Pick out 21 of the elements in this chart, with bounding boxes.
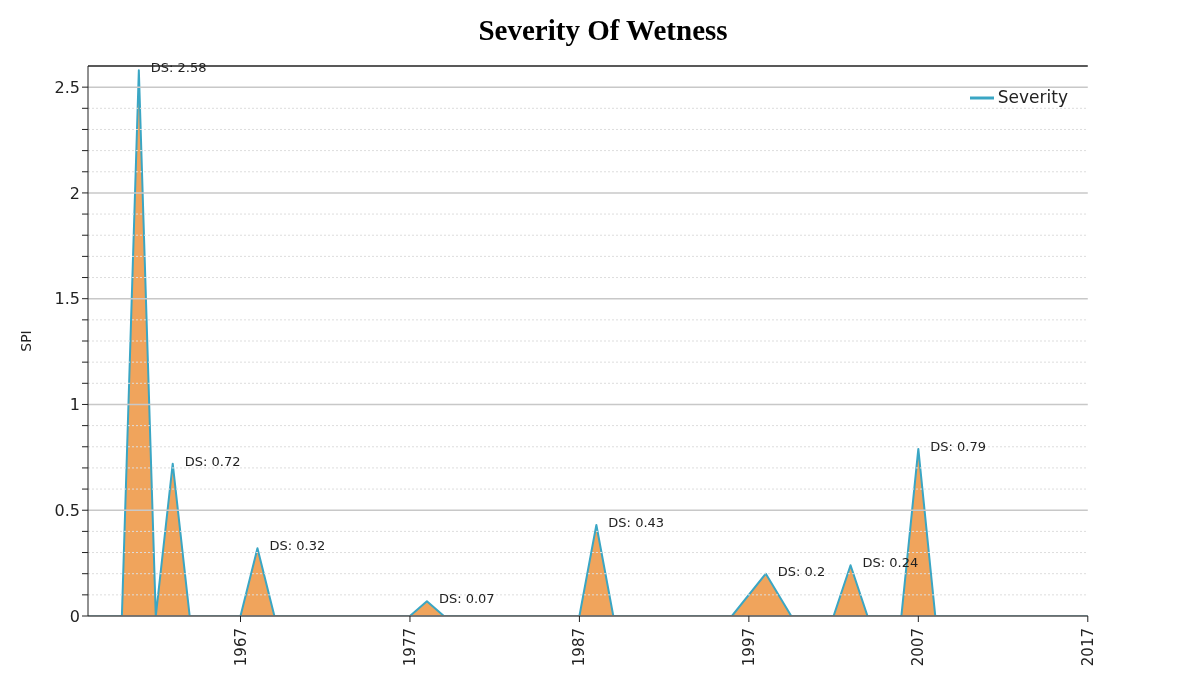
y-tick-label: 0.5 (54, 500, 80, 520)
data-label: DS: 0.79 (930, 438, 987, 454)
y-tick-label: 1.5 (54, 289, 80, 309)
x-tick-label: 2007 (909, 628, 928, 667)
x-tick-label: 1967 (231, 628, 250, 667)
y-tick-label: 2.5 (54, 77, 80, 97)
data-label: DS: 0.43 (608, 515, 665, 531)
x-tick-label: 1997 (739, 628, 758, 667)
x-tick-label: 1987 (570, 628, 589, 667)
y-tick-label: 1 (69, 395, 80, 415)
chart-title: Severity Of Wetness (477, 13, 729, 48)
x-tick-label: 2017 (1078, 628, 1097, 667)
legend-label: Severity (997, 87, 1068, 107)
data-label: DS: 0.2 (777, 563, 826, 579)
y-tick-label: 0 (69, 606, 80, 626)
data-label: DS: 0.07 (438, 591, 495, 607)
data-label: DS: 0.32 (269, 538, 326, 554)
x-tick-label: 1977 (400, 628, 419, 667)
y-tick-label: 2 (69, 183, 80, 203)
y-axis-title: SPI (17, 330, 34, 352)
data-label: DS: 0.72 (184, 453, 241, 469)
